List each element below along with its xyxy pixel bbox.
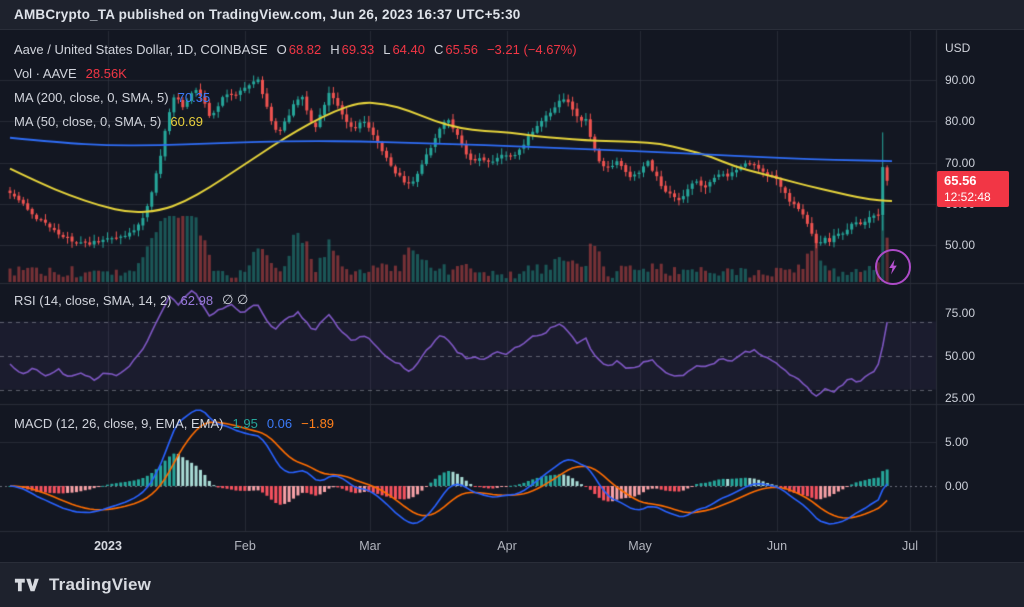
- instant-trading-button[interactable]: [875, 249, 911, 285]
- time-axis-label: May: [628, 539, 652, 553]
- header-bar: AMBCrypto_TA published on TradingView.co…: [0, 0, 1024, 30]
- time-axis-label: Apr: [497, 539, 517, 553]
- time-axis-label: Feb: [234, 539, 256, 553]
- last-price-badge: 65.56 12:52:48: [937, 171, 1009, 207]
- time-axis-label: Jun: [766, 539, 788, 553]
- time-axis-label: Jul: [902, 539, 918, 553]
- last-price: 65.56: [944, 173, 977, 188]
- time-axis[interactable]: 2023 Feb Mar Apr May Jun Jul: [0, 531, 936, 562]
- publish-caption: AMBCrypto_TA published on TradingView.co…: [14, 7, 521, 22]
- time-axis-label: Mar: [359, 539, 381, 553]
- bar-countdown: 12:52:48: [944, 190, 991, 204]
- lightning-icon: [889, 259, 897, 275]
- time-axis-label: 2023: [94, 539, 122, 553]
- tradingview-logo-icon[interactable]: [14, 576, 41, 594]
- tradingview-wordmark[interactable]: TradingView: [49, 575, 152, 594]
- footer-bar: TradingView: [0, 562, 1024, 607]
